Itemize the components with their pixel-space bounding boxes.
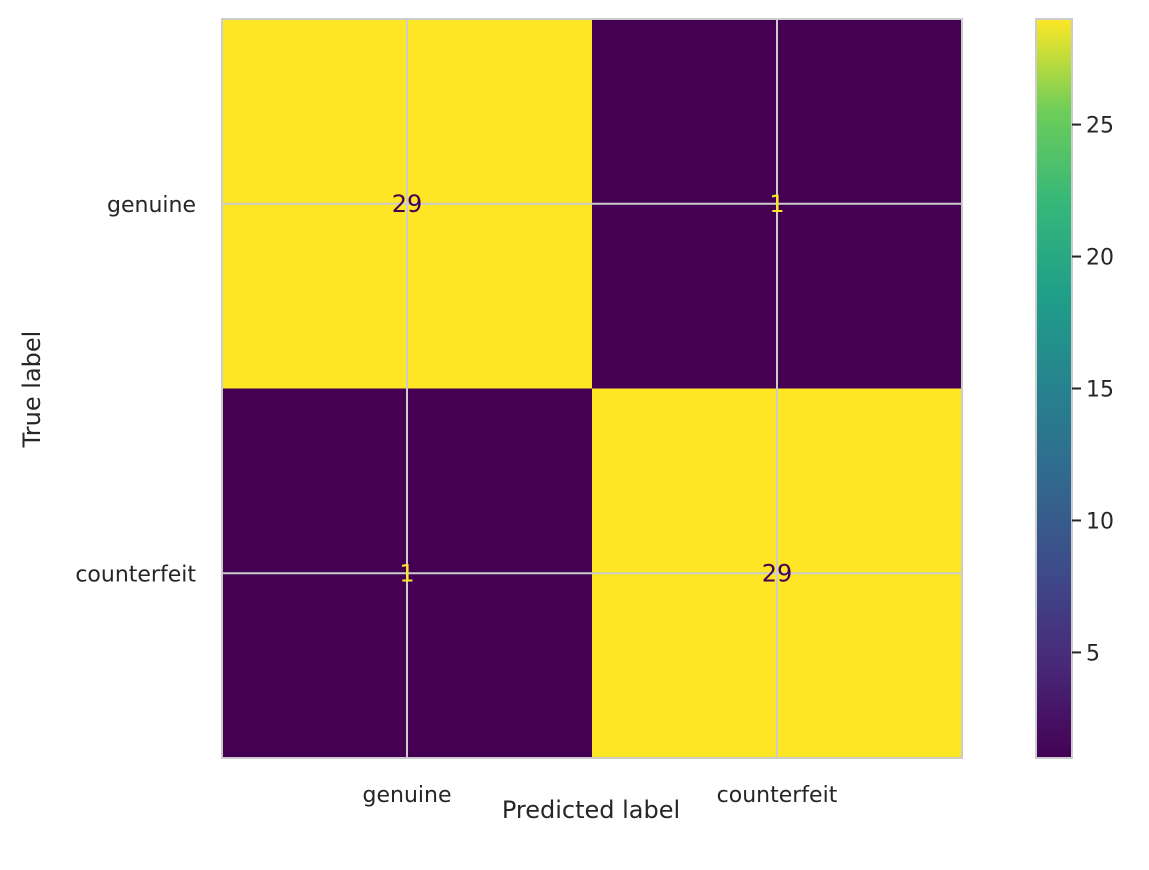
grid-lines (222, 19, 962, 758)
y-axis-label: True label (18, 331, 46, 449)
x-axis-ticks: genuine counterfeit (363, 783, 838, 808)
cell-value-label: 29 (392, 190, 423, 218)
colorbar-tick-label: 25 (1086, 114, 1114, 139)
x-tick-label: genuine (363, 783, 452, 808)
cell-value-label: 1 (769, 190, 784, 218)
colorbar-tick-label: 15 (1086, 378, 1114, 403)
colorbar-tick-label: 20 (1086, 246, 1114, 271)
cell-value-label: 1 (399, 559, 414, 587)
colorbar (1036, 19, 1072, 758)
plot-frame (221, 18, 963, 759)
cell-value-label: 29 (762, 559, 793, 587)
colorbar-tick-label: 10 (1086, 509, 1114, 534)
colorbar-tick-label: 5 (1086, 641, 1100, 666)
y-tick-label: genuine (107, 193, 196, 218)
x-axis-label: Predicted label (502, 796, 680, 824)
y-tick-label: counterfeit (75, 562, 196, 587)
y-axis-ticks: genuine counterfeit (75, 193, 196, 588)
x-tick-label: counterfeit (717, 783, 838, 808)
cell-value-labels: 29 1 1 29 (392, 190, 793, 588)
heatmap-cells (222, 19, 963, 759)
colorbar-ticks: 5 10 15 20 25 (1072, 114, 1114, 666)
